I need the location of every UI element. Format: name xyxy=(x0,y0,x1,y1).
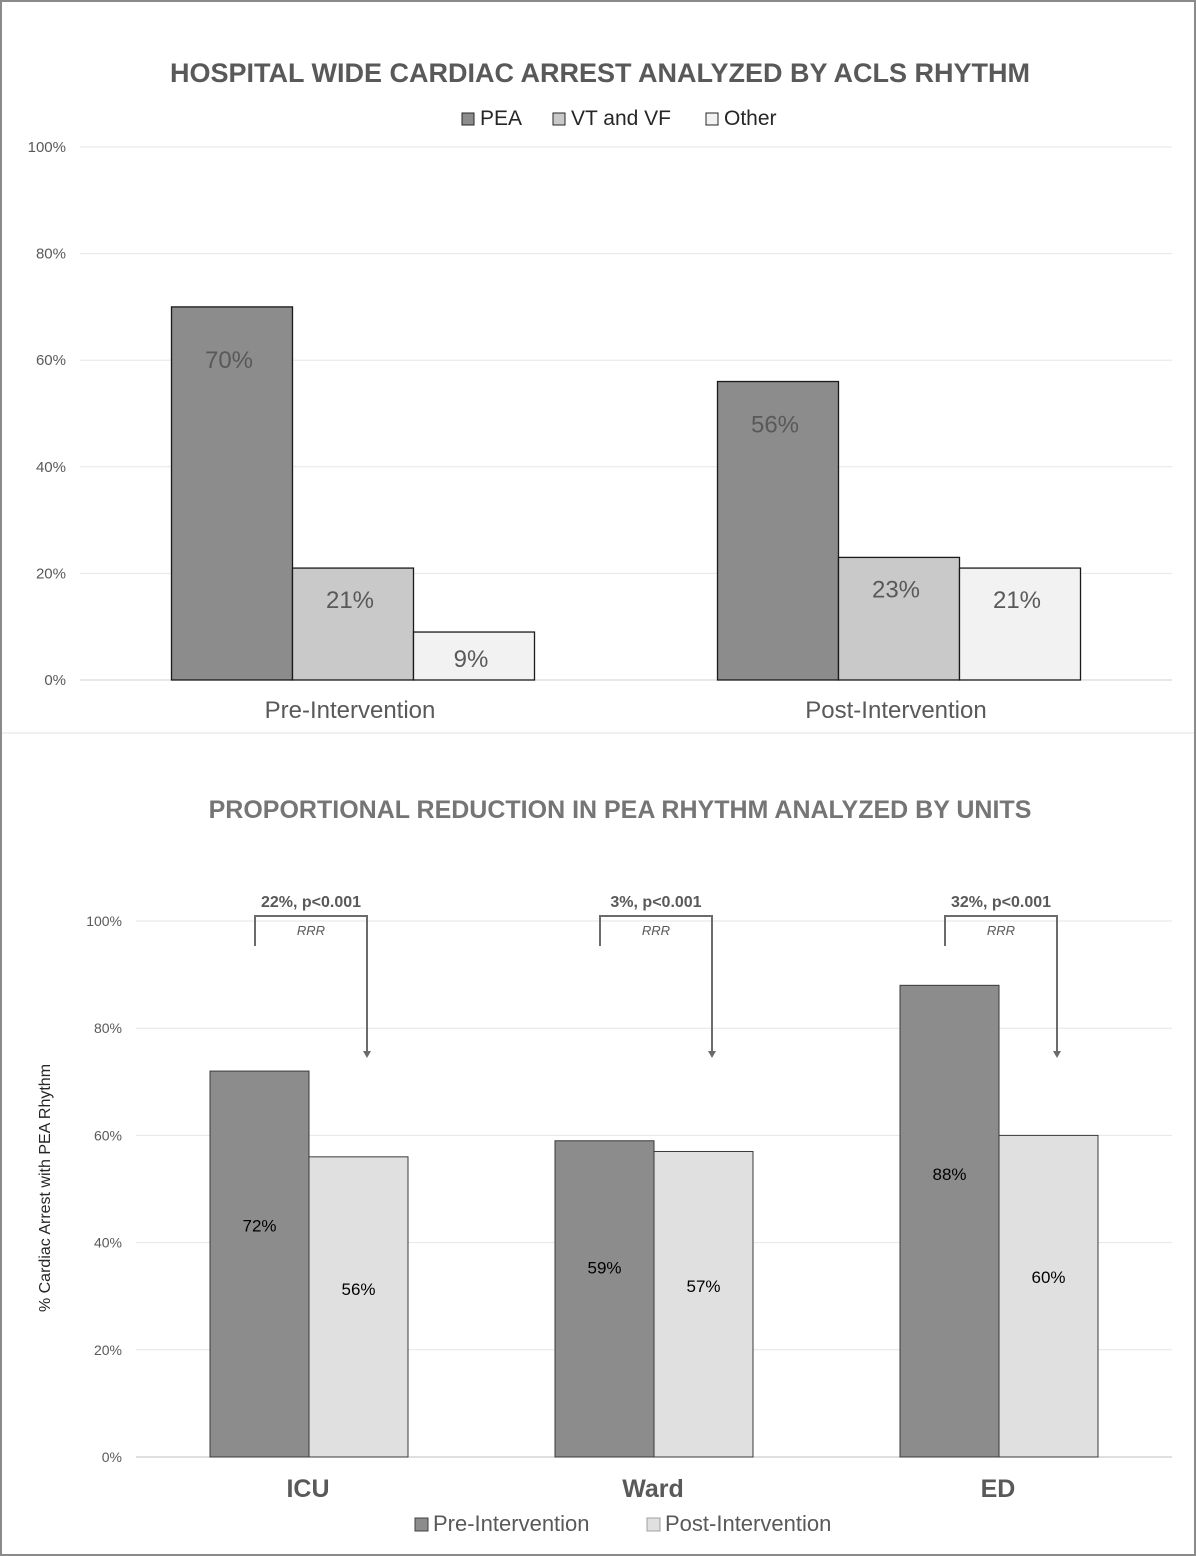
legend-swatch xyxy=(552,112,566,126)
rrr-value: 3%, p<0.001 xyxy=(610,894,701,911)
rrr-value: 32%, p<0.001 xyxy=(951,894,1051,911)
category-label: Pre-Intervention xyxy=(265,697,436,724)
rrr-arrowhead xyxy=(363,1051,371,1058)
y-tick-label: 40% xyxy=(36,459,66,476)
legend-swatch xyxy=(646,1517,661,1532)
y-tick-label: 100% xyxy=(86,913,122,929)
category-label: Ward xyxy=(622,1475,684,1503)
chart1-legend: PEA VT and VF Other xyxy=(461,107,777,130)
category-label: ED xyxy=(981,1475,1016,1503)
chart2-y-axis-title: % Cardiac Arrest with PEA Rhythm xyxy=(37,1064,54,1312)
bar-post-intervention xyxy=(653,1150,754,1458)
y-tick-label: 40% xyxy=(94,1235,122,1251)
legend-label: Pre-Intervention xyxy=(433,1511,590,1536)
rrr-caption: RRR xyxy=(642,923,670,938)
rrr-bracket xyxy=(599,915,713,1052)
data-label: 88% xyxy=(932,1165,966,1184)
chart2-rrr-annotations: 22%, p<0.001 RRR 3%, p<0.001 RRR 32%, p<0.00… xyxy=(254,894,1061,1058)
data-label: 21% xyxy=(993,587,1041,614)
chart1-data-labels: 70% 21% 9% 56% 23% 21% xyxy=(205,347,1041,673)
data-label: 60% xyxy=(1031,1268,1065,1287)
y-tick-label: 80% xyxy=(94,1020,122,1036)
data-label: 23% xyxy=(872,576,920,603)
rrr-arrowhead xyxy=(1053,1051,1061,1058)
pea-by-unit-chart: PROPORTIONAL REDUCTION IN PEA RHYTHM ANA… xyxy=(37,796,1172,1536)
bar-pea xyxy=(170,306,294,681)
rrr-bracket xyxy=(944,915,1058,1052)
chart2-data-labels: 72% 56% 59% 57% 88% 60% xyxy=(242,1165,1065,1299)
legend-label: Post-Intervention xyxy=(665,1511,831,1536)
rrr-caption: RRR xyxy=(987,923,1015,938)
y-tick-label: 100% xyxy=(28,139,66,156)
chart1-bars xyxy=(170,306,1082,681)
category-label: Post-Intervention xyxy=(805,697,986,724)
y-tick-label: 0% xyxy=(102,1449,122,1465)
bar-other xyxy=(958,567,1082,681)
y-tick-label: 0% xyxy=(44,672,66,689)
chart2-bars xyxy=(209,984,1099,1458)
data-label: 57% xyxy=(686,1277,720,1296)
y-tick-label: 80% xyxy=(36,246,66,263)
chart2-legend: Pre-Intervention Post-Intervention xyxy=(414,1511,831,1536)
data-label: 21% xyxy=(326,587,374,614)
data-label: 56% xyxy=(751,411,799,438)
chart2-title: PROPORTIONAL REDUCTION IN PEA RHYTHM ANA… xyxy=(209,796,1032,824)
chart2-x-axis: ICU Ward ED xyxy=(286,1475,1015,1503)
rrr-value: 22%, p<0.001 xyxy=(261,894,361,911)
legend-swatch xyxy=(461,112,475,126)
rrr-bracket xyxy=(254,915,368,1052)
acls-rhythm-chart: HOSPITAL WIDE CARDIAC ARREST ANALYZED BY… xyxy=(28,58,1172,724)
data-label: 70% xyxy=(205,347,253,374)
bar-pre-intervention xyxy=(554,1140,655,1458)
category-label: ICU xyxy=(286,1475,329,1503)
data-label: 9% xyxy=(454,646,489,673)
chart1-title: HOSPITAL WIDE CARDIAC ARREST ANALYZED BY… xyxy=(170,58,1030,88)
legend-label: PEA xyxy=(480,107,522,130)
y-tick-label: 60% xyxy=(36,352,66,369)
bar-post-intervention xyxy=(998,1134,1099,1458)
data-label: 56% xyxy=(341,1280,375,1299)
data-label: 72% xyxy=(242,1216,276,1235)
y-tick-label: 60% xyxy=(94,1127,122,1143)
rrr-arrowhead xyxy=(708,1051,716,1058)
chart1-x-axis: Pre-Intervention Post-Intervention xyxy=(265,697,987,724)
bar-pea xyxy=(716,380,840,681)
legend-label: VT and VF xyxy=(571,107,671,130)
chart2-y-axis: 0% 20% 40% 60% 80% 100% xyxy=(86,913,122,1465)
legend-label: Other xyxy=(724,107,777,130)
bar-vt-and-vf xyxy=(291,567,415,681)
bar-post-intervention xyxy=(308,1156,409,1458)
rrr-caption: RRR xyxy=(297,923,325,938)
y-tick-label: 20% xyxy=(36,565,66,582)
bar-vt-and-vf xyxy=(837,556,961,681)
bar-pre-intervention xyxy=(899,984,1000,1458)
legend-swatch xyxy=(705,112,719,126)
y-tick-label: 20% xyxy=(94,1342,122,1358)
bar-pre-intervention xyxy=(209,1070,310,1458)
legend-swatch xyxy=(414,1517,429,1532)
bar-other xyxy=(412,631,536,681)
chart1-y-axis: 0% 20% 40% 60% 80% 100% xyxy=(28,139,66,689)
data-label: 59% xyxy=(587,1258,621,1277)
